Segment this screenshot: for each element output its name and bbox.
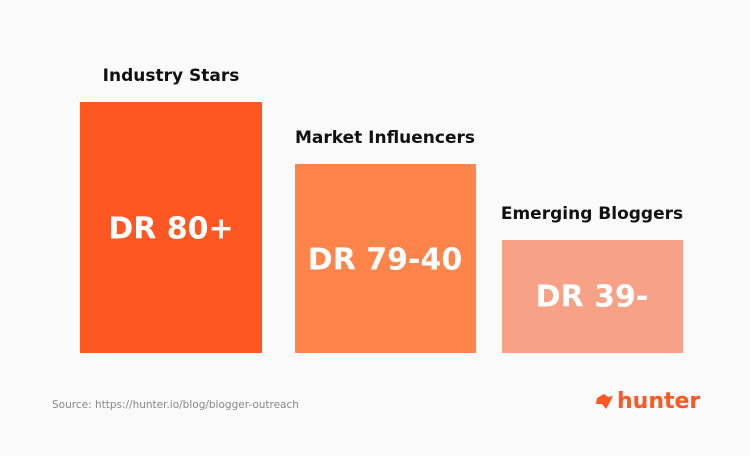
tier-label: DR 79-40 bbox=[308, 243, 462, 278]
tier-title: Industry Stars bbox=[103, 66, 240, 86]
tier-label: DR 39- bbox=[536, 280, 649, 315]
tier-box bbox=[295, 164, 476, 353]
tier-label: DR 80+ bbox=[108, 212, 233, 247]
brand-name: hunter bbox=[617, 389, 700, 414]
tier-box bbox=[80, 102, 262, 353]
tier-title: Emerging Bloggers bbox=[501, 204, 683, 224]
tier-title: Market Influencers bbox=[295, 128, 475, 148]
brand-icon bbox=[596, 394, 613, 409]
source-note: Source: https://hunter.io/blog/blogger-o… bbox=[52, 399, 299, 411]
tier-box bbox=[502, 240, 683, 353]
